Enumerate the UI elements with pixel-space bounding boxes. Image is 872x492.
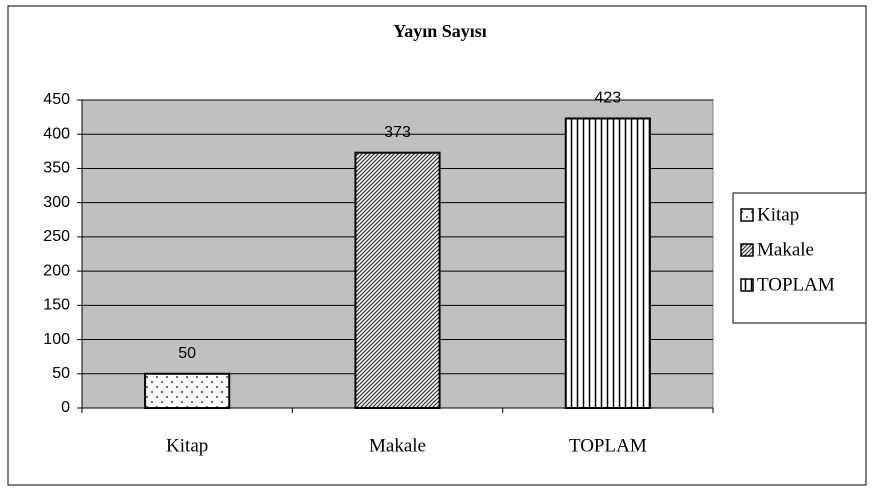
data-label: 423 [594, 90, 621, 107]
legend-label: TOPLAM [757, 274, 835, 295]
y-tick-label: 100 [43, 331, 70, 348]
y-tick-label: 350 [43, 160, 70, 177]
legend-swatch [740, 243, 754, 257]
y-tick-label: 200 [43, 262, 70, 279]
bar [144, 372, 231, 409]
x-tick-label: Kitap [166, 435, 208, 456]
legend-box [732, 192, 867, 324]
y-tick-label: 450 [43, 91, 70, 108]
y-tick-label: 50 [52, 365, 70, 382]
y-tick-label: 300 [43, 194, 70, 211]
x-tick-label: Makale [369, 435, 426, 456]
legend-swatch [740, 208, 754, 222]
chart-title: Yayın Sayısı [393, 21, 487, 41]
legend-label: Makale [757, 239, 814, 260]
bar [564, 117, 651, 409]
data-label: 373 [384, 124, 411, 141]
legend-label: Kitap [757, 204, 799, 225]
data-label: 50 [178, 345, 196, 362]
x-tick-label: TOPLAM [569, 435, 647, 456]
y-tick-label: 0 [61, 399, 70, 416]
legend-swatch [740, 278, 754, 292]
y-tick-label: 400 [43, 125, 70, 142]
y-tick-label: 250 [43, 228, 70, 245]
bar [354, 151, 441, 409]
y-tick-label: 150 [43, 297, 70, 314]
